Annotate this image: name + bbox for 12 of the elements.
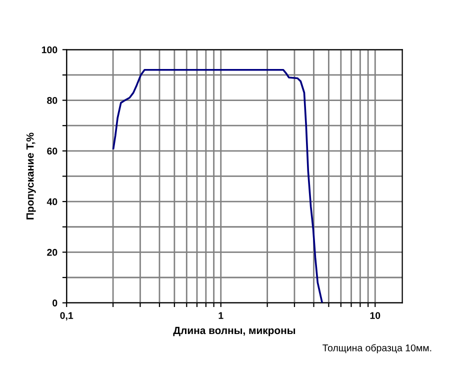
y-tick-label: 60 [47, 148, 58, 155]
y-tick-label: 0 [52, 300, 58, 306]
x-axis-title: Длина волны, микроны [173, 326, 296, 336]
x-tick-label: 10 [370, 312, 380, 319]
y-tick-label: 100 [42, 46, 58, 54]
y-axis-title: Пропускание T,% [26, 132, 36, 220]
text: Толщина образца 10мм. [322, 344, 432, 354]
y-tick-label: 80 [47, 97, 58, 104]
x-tick-label: 0,1 [60, 312, 74, 320]
y-tick-label: 40 [46, 198, 58, 206]
x-tick-label: 1 [218, 312, 224, 319]
y-tick-label: 20 [47, 248, 58, 256]
